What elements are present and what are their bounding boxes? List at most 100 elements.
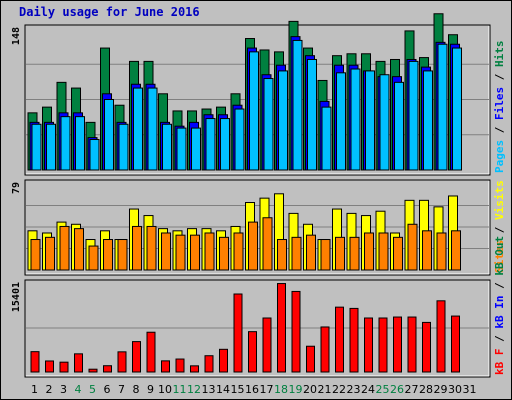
bar-sites-day-13 (204, 232, 215, 271)
bar-sites-day-19 (291, 236, 302, 271)
day-label-5: 5 (89, 383, 96, 396)
day-label-8: 8 (133, 383, 140, 396)
bar-sites-day-15 (233, 232, 244, 271)
panel-max-label: 15401 (11, 282, 22, 312)
bar-kb-f-day-8 (132, 341, 141, 373)
day-label-16: 16 (245, 383, 259, 396)
bar-kb-f-day-10 (161, 360, 170, 373)
bar-pages-day-13 (205, 118, 216, 171)
series-sites (30, 217, 461, 271)
bar-pages-day-17 (263, 78, 274, 171)
day-label-12: 12 (187, 383, 201, 396)
bar-pages-day-11 (176, 127, 187, 171)
legend-entry: Pages (493, 140, 506, 173)
legend-entry: / (493, 120, 506, 140)
bar-pages-day-15 (234, 108, 245, 171)
legend-entry: kB Out (493, 236, 506, 276)
chart-title: Daily usage for June 2016 (19, 5, 200, 19)
legend-entry: / (493, 329, 506, 349)
day-label-19: 19 (289, 383, 303, 396)
bar-pages-day-18 (278, 70, 288, 171)
day-label-27: 27 (405, 383, 419, 396)
bar-sites-day-21 (320, 239, 331, 271)
bar-pages-day-21 (321, 106, 332, 171)
bar-kb-f-day-9 (146, 331, 156, 373)
bar-kb-f-day-27 (407, 316, 417, 373)
bar-kb-f-day-22 (335, 306, 344, 373)
day-label-7: 7 (118, 383, 125, 396)
panel-visits-sites: 79 Sites / Visits (11, 179, 506, 276)
day-label-24: 24 (361, 383, 375, 396)
bar-kb-f-day-3 (59, 361, 69, 373)
bar-sites-day-18 (277, 239, 287, 271)
day-label-14: 14 (216, 383, 230, 396)
bar-kb-f-day-24 (364, 317, 373, 373)
bar-kb-f-day-20 (306, 345, 315, 373)
bar-sites-day-27 (407, 223, 418, 271)
day-label-13: 13 (202, 383, 216, 396)
day-label-11: 11 (173, 383, 187, 396)
bar-sites-day-28 (422, 230, 432, 271)
bar-sites-day-6 (103, 239, 113, 271)
bar-kb-f-day-21 (320, 326, 330, 373)
panel-legend: Sites / Visits (493, 180, 506, 273)
bar-kb-f-day-25 (378, 317, 388, 373)
day-label-23: 23 (347, 383, 361, 396)
legend-entry: kB In (493, 296, 506, 329)
day-label-29: 29 (434, 383, 448, 396)
day-label-3: 3 (60, 383, 67, 396)
bar-sites-day-23 (349, 236, 360, 271)
panel-legend: kB F / kB In / kB Out (493, 236, 506, 375)
bar-sites-day-24 (364, 232, 374, 271)
legend-entry: Visits (493, 180, 506, 220)
bar-kb-f-day-29 (436, 300, 446, 373)
legend-entry: / (493, 67, 506, 87)
bar-kb-f-day-19 (291, 290, 301, 373)
bar-pages-day-1 (31, 123, 42, 171)
bar-kb-f-day-28 (422, 321, 431, 373)
bar-kb-f-day-7 (117, 351, 127, 373)
bar-kb-f-day-6 (103, 365, 112, 373)
bar-sites-day-22 (335, 236, 345, 271)
day-label-6: 6 (104, 383, 111, 396)
bar-sites-day-12 (190, 234, 200, 271)
day-label-31: 31 (463, 383, 477, 396)
bar-kb-f-day-13 (204, 355, 214, 373)
bar-sites-day-17 (262, 217, 273, 271)
bar-sites-day-20 (306, 234, 316, 271)
bar-kb-f-day-1 (30, 351, 40, 373)
bar-kb-f-day-2 (45, 360, 54, 373)
bar-sites-day-4 (74, 228, 84, 271)
day-label-2: 2 (46, 383, 53, 396)
bar-kb-f-day-26 (393, 316, 402, 373)
bar-sites-day-25 (378, 232, 389, 271)
day-label-30: 30 (448, 383, 462, 396)
day-label-22: 22 (332, 383, 346, 396)
bar-pages-day-10 (162, 123, 172, 171)
legend-entry: kB F (493, 349, 506, 376)
legend-entry: Sites (493, 240, 506, 273)
bar-pages-day-23 (350, 68, 361, 171)
legend-entry: / (493, 220, 506, 240)
bar-kb-f-day-16 (248, 331, 257, 373)
bar-pages-day-5 (89, 139, 100, 171)
day-label-20: 20 (303, 383, 317, 396)
bar-pages-day-27 (408, 60, 419, 171)
bar-kb-f-day-5 (88, 368, 98, 373)
bar-pages-day-25 (379, 74, 390, 171)
day-label-18: 18 (274, 383, 288, 396)
bar-sites-day-5 (88, 245, 99, 271)
bar-kb-f-day-4 (74, 353, 83, 373)
series-kb-f (30, 283, 460, 373)
bar-sites-day-7 (117, 239, 128, 271)
bar-pages-day-16 (249, 51, 259, 171)
panel-hits-files-pages: 148 Pages / Files / Hits (11, 13, 506, 176)
day-label-4: 4 (75, 383, 82, 396)
bar-kb-f-day-30 (451, 315, 460, 373)
bar-sites-day-14 (219, 236, 229, 271)
bar-pages-day-3 (60, 116, 71, 171)
bar-pages-day-2 (46, 123, 56, 171)
bar-pages-day-24 (365, 70, 375, 171)
bar-kb-f-day-12 (190, 365, 199, 373)
